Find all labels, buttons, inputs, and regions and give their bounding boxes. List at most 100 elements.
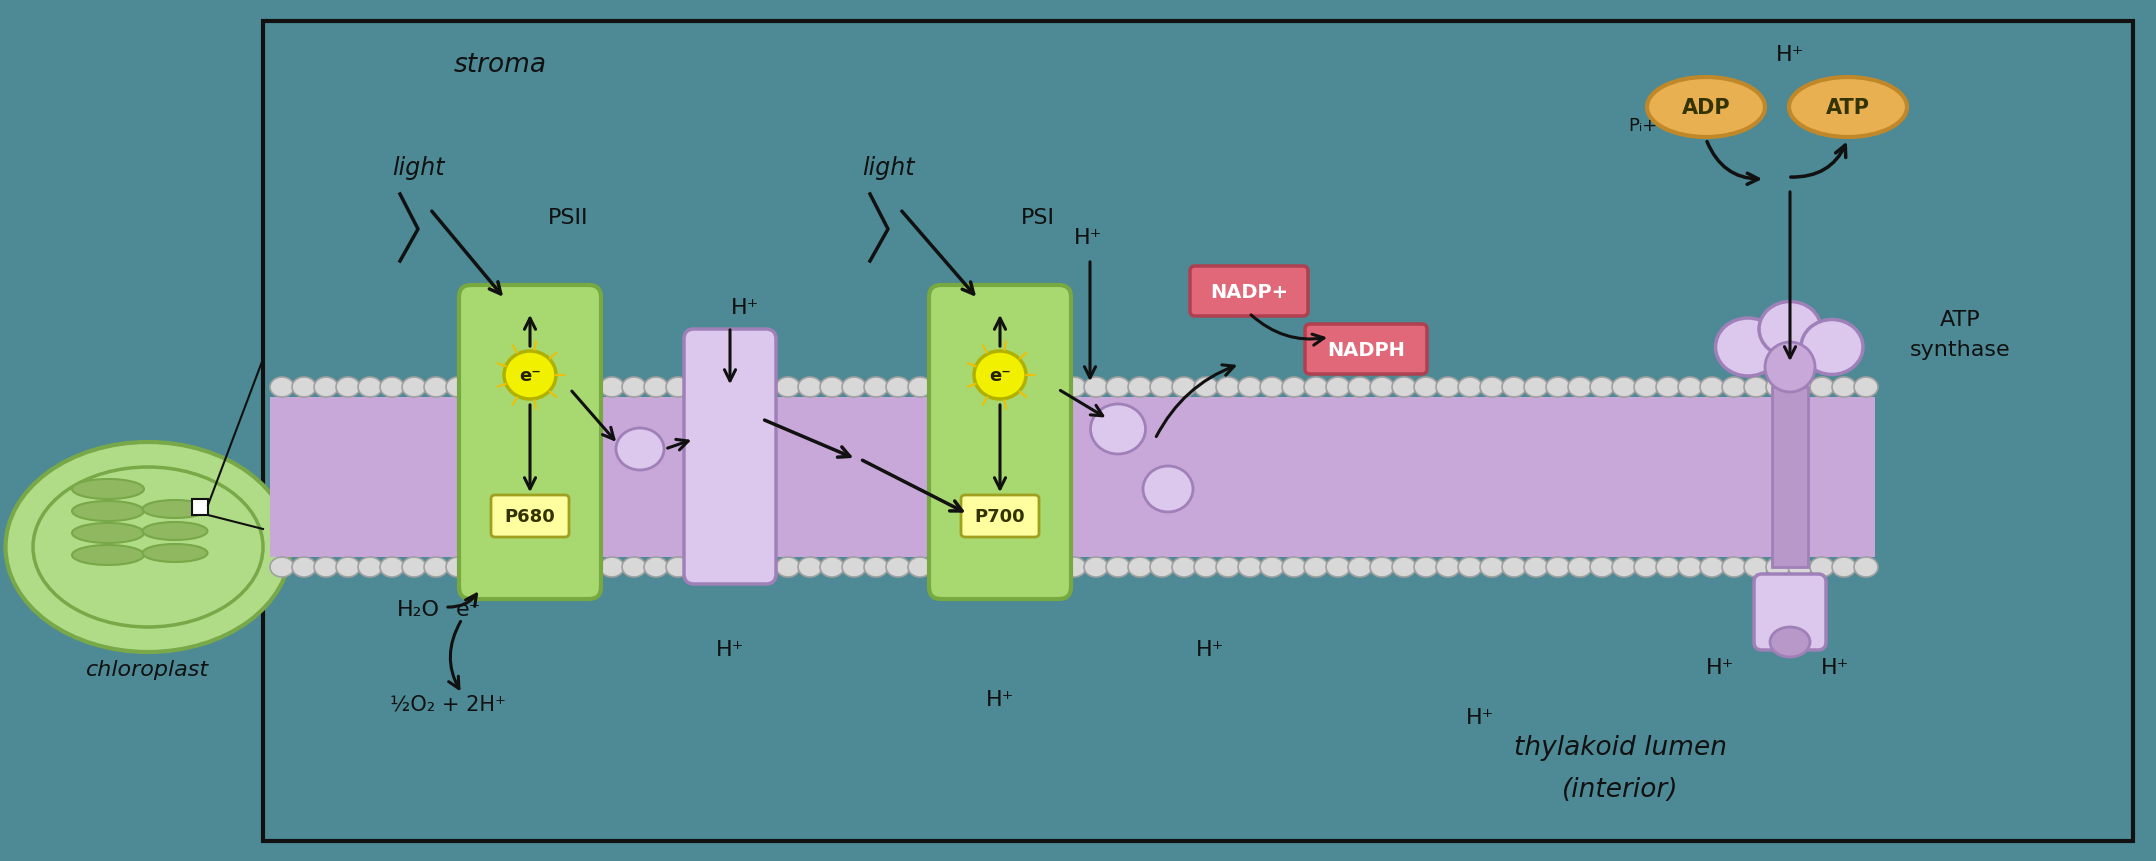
Ellipse shape bbox=[996, 378, 1020, 398]
Text: synthase: synthase bbox=[1910, 339, 2009, 360]
Ellipse shape bbox=[1173, 557, 1197, 578]
Ellipse shape bbox=[1479, 557, 1505, 578]
Text: stroma: stroma bbox=[453, 52, 545, 77]
Ellipse shape bbox=[1143, 467, 1192, 512]
Ellipse shape bbox=[578, 557, 602, 578]
Ellipse shape bbox=[1723, 557, 1746, 578]
Ellipse shape bbox=[71, 523, 144, 543]
Ellipse shape bbox=[1589, 557, 1615, 578]
Ellipse shape bbox=[71, 501, 144, 522]
Ellipse shape bbox=[1063, 378, 1087, 398]
Ellipse shape bbox=[315, 378, 338, 398]
Ellipse shape bbox=[599, 378, 623, 398]
Ellipse shape bbox=[142, 523, 207, 541]
Ellipse shape bbox=[776, 557, 800, 578]
Text: e⁻: e⁻ bbox=[520, 367, 541, 385]
Ellipse shape bbox=[1326, 378, 1350, 398]
FancyBboxPatch shape bbox=[459, 286, 602, 599]
Ellipse shape bbox=[1457, 378, 1481, 398]
Ellipse shape bbox=[908, 557, 931, 578]
Ellipse shape bbox=[1677, 557, 1701, 578]
Ellipse shape bbox=[71, 545, 144, 566]
Ellipse shape bbox=[709, 557, 733, 578]
Text: PSI: PSI bbox=[1022, 208, 1054, 228]
Ellipse shape bbox=[1589, 378, 1615, 398]
Ellipse shape bbox=[1128, 378, 1151, 398]
Text: chloroplast: chloroplast bbox=[86, 660, 209, 679]
Ellipse shape bbox=[1800, 320, 1863, 375]
Text: Pᵢ+: Pᵢ+ bbox=[1628, 117, 1658, 135]
Ellipse shape bbox=[975, 378, 998, 398]
Text: H₂O: H₂O bbox=[397, 599, 440, 619]
Ellipse shape bbox=[1106, 557, 1130, 578]
Ellipse shape bbox=[315, 557, 338, 578]
Ellipse shape bbox=[1216, 378, 1240, 398]
Text: ATP: ATP bbox=[1826, 98, 1869, 118]
Ellipse shape bbox=[1238, 557, 1261, 578]
Ellipse shape bbox=[1018, 378, 1041, 398]
Ellipse shape bbox=[953, 378, 977, 398]
Ellipse shape bbox=[1699, 378, 1725, 398]
Text: e⁻: e⁻ bbox=[990, 367, 1011, 385]
Ellipse shape bbox=[929, 557, 953, 578]
Ellipse shape bbox=[1238, 378, 1261, 398]
Ellipse shape bbox=[908, 378, 931, 398]
Ellipse shape bbox=[1759, 302, 1822, 357]
Ellipse shape bbox=[291, 378, 317, 398]
Bar bbox=[270, 398, 1876, 557]
Ellipse shape bbox=[1854, 557, 1878, 578]
Ellipse shape bbox=[733, 378, 757, 398]
Ellipse shape bbox=[621, 557, 647, 578]
Text: H⁺: H⁺ bbox=[1705, 657, 1733, 678]
Ellipse shape bbox=[776, 378, 800, 398]
Ellipse shape bbox=[1106, 378, 1130, 398]
Bar bbox=[192, 499, 207, 516]
Ellipse shape bbox=[1393, 378, 1416, 398]
Ellipse shape bbox=[1194, 378, 1218, 398]
Ellipse shape bbox=[1833, 557, 1856, 578]
Ellipse shape bbox=[1369, 557, 1395, 578]
Ellipse shape bbox=[599, 557, 623, 578]
Ellipse shape bbox=[1854, 378, 1878, 398]
Text: (interior): (interior) bbox=[1561, 776, 1677, 802]
Ellipse shape bbox=[1369, 378, 1395, 398]
Ellipse shape bbox=[446, 378, 470, 398]
Ellipse shape bbox=[1833, 378, 1856, 398]
Ellipse shape bbox=[929, 378, 953, 398]
Text: ½O₂ + 2H⁺: ½O₂ + 2H⁺ bbox=[390, 694, 507, 714]
Ellipse shape bbox=[1457, 557, 1481, 578]
Ellipse shape bbox=[379, 378, 403, 398]
Ellipse shape bbox=[1348, 557, 1371, 578]
Ellipse shape bbox=[270, 557, 293, 578]
Ellipse shape bbox=[489, 557, 513, 578]
Ellipse shape bbox=[1716, 319, 1781, 376]
Ellipse shape bbox=[755, 557, 778, 578]
Ellipse shape bbox=[535, 378, 558, 398]
Text: H⁺: H⁺ bbox=[1466, 707, 1494, 728]
Ellipse shape bbox=[1259, 557, 1285, 578]
Ellipse shape bbox=[556, 378, 580, 398]
Ellipse shape bbox=[688, 378, 711, 398]
Ellipse shape bbox=[1304, 378, 1328, 398]
Ellipse shape bbox=[975, 557, 998, 578]
FancyBboxPatch shape bbox=[962, 495, 1039, 537]
Ellipse shape bbox=[1173, 378, 1197, 398]
Ellipse shape bbox=[1283, 557, 1307, 578]
Ellipse shape bbox=[1039, 378, 1065, 398]
Text: H⁺: H⁺ bbox=[1822, 657, 1850, 678]
Ellipse shape bbox=[1647, 77, 1766, 138]
Ellipse shape bbox=[1194, 557, 1218, 578]
Ellipse shape bbox=[1766, 343, 1815, 393]
Text: P700: P700 bbox=[975, 507, 1026, 525]
Text: NADPH: NADPH bbox=[1328, 340, 1406, 359]
Ellipse shape bbox=[886, 557, 910, 578]
Ellipse shape bbox=[1766, 378, 1789, 398]
Ellipse shape bbox=[142, 544, 207, 562]
Ellipse shape bbox=[1436, 378, 1460, 398]
Text: e⁻: e⁻ bbox=[455, 599, 481, 619]
Ellipse shape bbox=[401, 378, 427, 398]
Ellipse shape bbox=[953, 557, 977, 578]
Text: H⁺: H⁺ bbox=[716, 639, 744, 660]
Ellipse shape bbox=[865, 378, 888, 398]
FancyBboxPatch shape bbox=[1755, 574, 1826, 650]
